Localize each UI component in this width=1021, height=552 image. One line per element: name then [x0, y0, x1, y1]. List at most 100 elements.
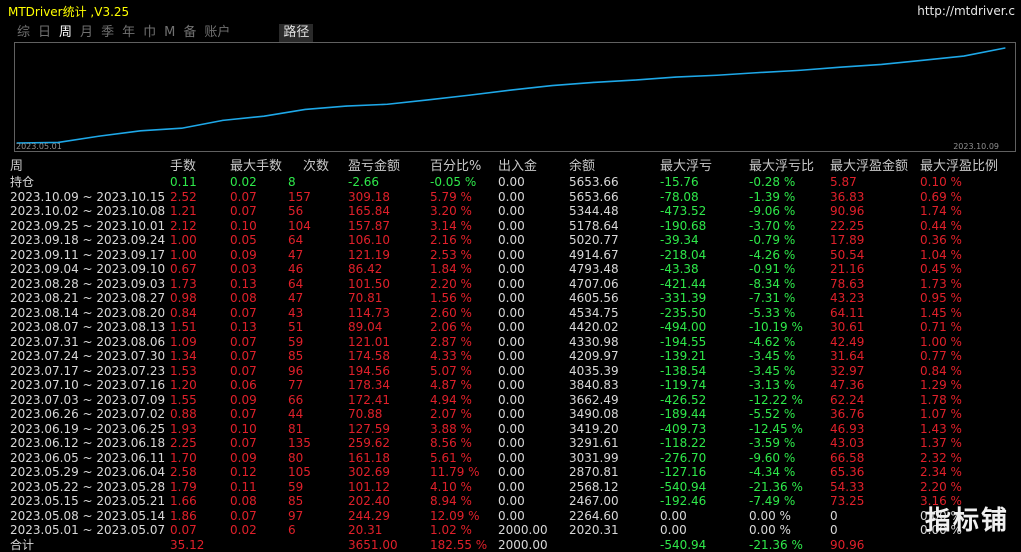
table-row-5-cell-11: 0.45 %	[920, 262, 962, 277]
table-row-7-cell-6: 0.00	[498, 291, 525, 306]
table-row-16-cell-2: 0.10	[230, 422, 257, 437]
tab-8[interactable]: 备	[182, 24, 197, 42]
table-row-9-cell-6: 0.00	[498, 320, 525, 335]
equity-point-23	[963, 55, 964, 56]
table-row-7-cell-3: 47	[288, 291, 303, 306]
table-row-0-cell-11: 0.69 %	[920, 190, 962, 205]
table-row-3-cell-0: 2023.09.18 ~ 2023.09.24	[10, 233, 165, 248]
table-row-0-cell-2: 0.07	[230, 190, 257, 205]
table-row-21-cell-9: -7.49 %	[749, 494, 795, 509]
table-row-10-cell-0: 2023.07.31 ~ 2023.08.06	[10, 335, 165, 350]
table-row-3-cell-11: 0.36 %	[920, 233, 962, 248]
table-row-1-cell-4: 165.84	[348, 204, 390, 219]
holding-row-cell-6: 0.00	[498, 175, 525, 190]
table-row-8-cell-11: 1.45 %	[920, 306, 962, 321]
tab-6[interactable]: 巾	[142, 24, 157, 42]
table-row-22-cell-3: 97	[288, 509, 303, 524]
equity-point-18	[757, 72, 758, 73]
table-row-16-cell-6: 0.00	[498, 422, 525, 437]
table-row-4-cell-7: 4914.67	[569, 248, 619, 263]
chart-end-date: 2023.10.09	[953, 142, 999, 151]
tab-1[interactable]: 日	[37, 24, 52, 42]
tab-5[interactable]: 年	[121, 24, 136, 42]
tab-3[interactable]: 月	[79, 24, 94, 42]
table-row-6-cell-11: 1.73 %	[920, 277, 962, 292]
table-row-9-cell-2: 0.13	[230, 320, 257, 335]
table-row-20-cell-7: 2568.12	[569, 480, 619, 495]
table-row-11-cell-5: 4.33 %	[430, 349, 472, 364]
table-row-4-cell-5: 2.53 %	[430, 248, 472, 263]
table-row-19-cell-2: 0.12	[230, 465, 257, 480]
table-row-3-cell-2: 0.05	[230, 233, 257, 248]
table-row-21-cell-1: 1.66	[170, 494, 197, 509]
equity-line	[17, 48, 1005, 143]
table-row-14-cell-7: 3662.49	[569, 393, 619, 408]
table-row-13-cell-8: -119.74	[660, 378, 706, 393]
table-row-3-cell-7: 5020.77	[569, 233, 619, 248]
table-row-12-cell-0: 2023.07.17 ~ 2023.07.23	[10, 364, 165, 379]
table-row-15-cell-3: 44	[288, 407, 303, 422]
table-row-5-cell-1: 0.67	[170, 262, 197, 277]
tab-0[interactable]: 综	[16, 24, 31, 42]
website-link[interactable]: http://mtdriver.c	[917, 4, 1015, 18]
table-row-5-cell-5: 1.84 %	[430, 262, 472, 277]
equity-point-2	[99, 136, 100, 137]
table-row-8-cell-8: -235.50	[660, 306, 706, 321]
total-row-cell-10: 90.96	[830, 538, 864, 552]
table-row-9-cell-5: 2.06 %	[430, 320, 472, 335]
table-row-19-cell-5: 11.79 %	[430, 465, 480, 480]
table-row-12-cell-1: 1.53	[170, 364, 197, 379]
holding-row-cell-10: 5.87	[830, 175, 857, 190]
table-row-17-cell-8: -118.22	[660, 436, 706, 451]
holding-row-cell-7: 5653.66	[569, 175, 619, 190]
tab-7[interactable]: M	[163, 24, 176, 42]
table-row-17-cell-2: 0.07	[230, 436, 257, 451]
table-row-4-cell-4: 121.19	[348, 248, 390, 263]
table-row-19-cell-6: 0.00	[498, 465, 525, 480]
table-row-16-cell-10: 46.93	[830, 422, 864, 437]
equity-point-13	[552, 85, 553, 86]
tab-9[interactable]: 账户	[203, 24, 231, 42]
col-header-2: 最大手数	[230, 158, 282, 175]
table-row-20-cell-10: 54.33	[830, 480, 864, 495]
table-row-14-cell-1: 1.55	[170, 393, 197, 408]
table-row-16-cell-3: 81	[288, 422, 303, 437]
table-row-5-cell-9: -0.91 %	[749, 262, 795, 277]
col-header-0: 周	[10, 158, 23, 175]
table-row-11-cell-9: -3.45 %	[749, 349, 795, 364]
table-row-20-cell-0: 2023.05.22 ~ 2023.05.28	[10, 480, 165, 495]
table-row-13-cell-3: 77	[288, 378, 303, 393]
tab-10[interactable]: 路径	[279, 24, 313, 42]
equity-point-8	[346, 105, 347, 106]
table-row-7-cell-5: 1.56 %	[430, 291, 472, 306]
table-row-22-cell-1: 1.86	[170, 509, 197, 524]
table-row-4-cell-6: 0.00	[498, 248, 525, 263]
table-row-14-cell-5: 4.94 %	[430, 393, 472, 408]
equity-point-14	[593, 82, 594, 83]
table-row-7-cell-8: -331.39	[660, 291, 706, 306]
table-row-9-cell-10: 30.61	[830, 320, 864, 335]
app-title: MTDriver统计 ,V3.25	[8, 3, 129, 20]
table-row-17-cell-4: 259.62	[348, 436, 390, 451]
table-row-11-cell-8: -139.21	[660, 349, 706, 364]
table-row-15-cell-9: -5.52 %	[749, 407, 795, 422]
table-row-12-cell-6: 0.00	[498, 364, 525, 379]
table-row-23-cell-5: 1.02 %	[430, 523, 472, 538]
holding-row-cell-5: -0.05 %	[430, 175, 476, 190]
tab-2[interactable]: 周	[58, 24, 73, 42]
table-row-14-cell-2: 0.09	[230, 393, 257, 408]
table-row-6-cell-9: -8.34 %	[749, 277, 795, 292]
equity-point-7	[305, 109, 306, 110]
table-row-21-cell-7: 2467.00	[569, 494, 619, 509]
table-row-10-cell-8: -194.55	[660, 335, 706, 350]
table-row-5-cell-2: 0.03	[230, 262, 257, 277]
tab-4[interactable]: 季	[100, 24, 115, 42]
table-row-13-cell-11: 1.29 %	[920, 378, 962, 393]
table-row-17-cell-10: 43.03	[830, 436, 864, 451]
